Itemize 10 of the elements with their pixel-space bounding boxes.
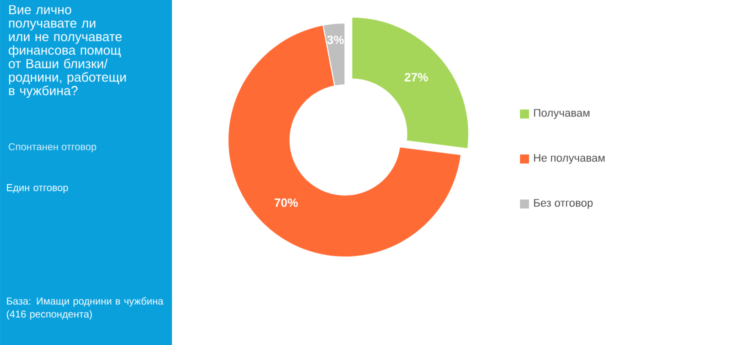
text: Спонтанен отговор xyxy=(8,143,96,152)
legend-label: Без отговор xyxy=(534,199,593,209)
legend-label: Не получавам xyxy=(534,154,605,164)
data-label: 70% xyxy=(274,198,298,207)
data-label: 27% xyxy=(404,72,428,82)
text: Вие лично получавате ли или не получавате финансова помощ от Ваши близки/ роднини, работещи в чужбина? xyxy=(8,5,126,98)
data-label: 3% xyxy=(327,36,344,44)
text: База: Имащи роднини в чужбина (416 респондента) xyxy=(6,297,164,320)
text: Един отговор xyxy=(7,184,68,194)
legend-label: Получавам xyxy=(534,109,590,119)
